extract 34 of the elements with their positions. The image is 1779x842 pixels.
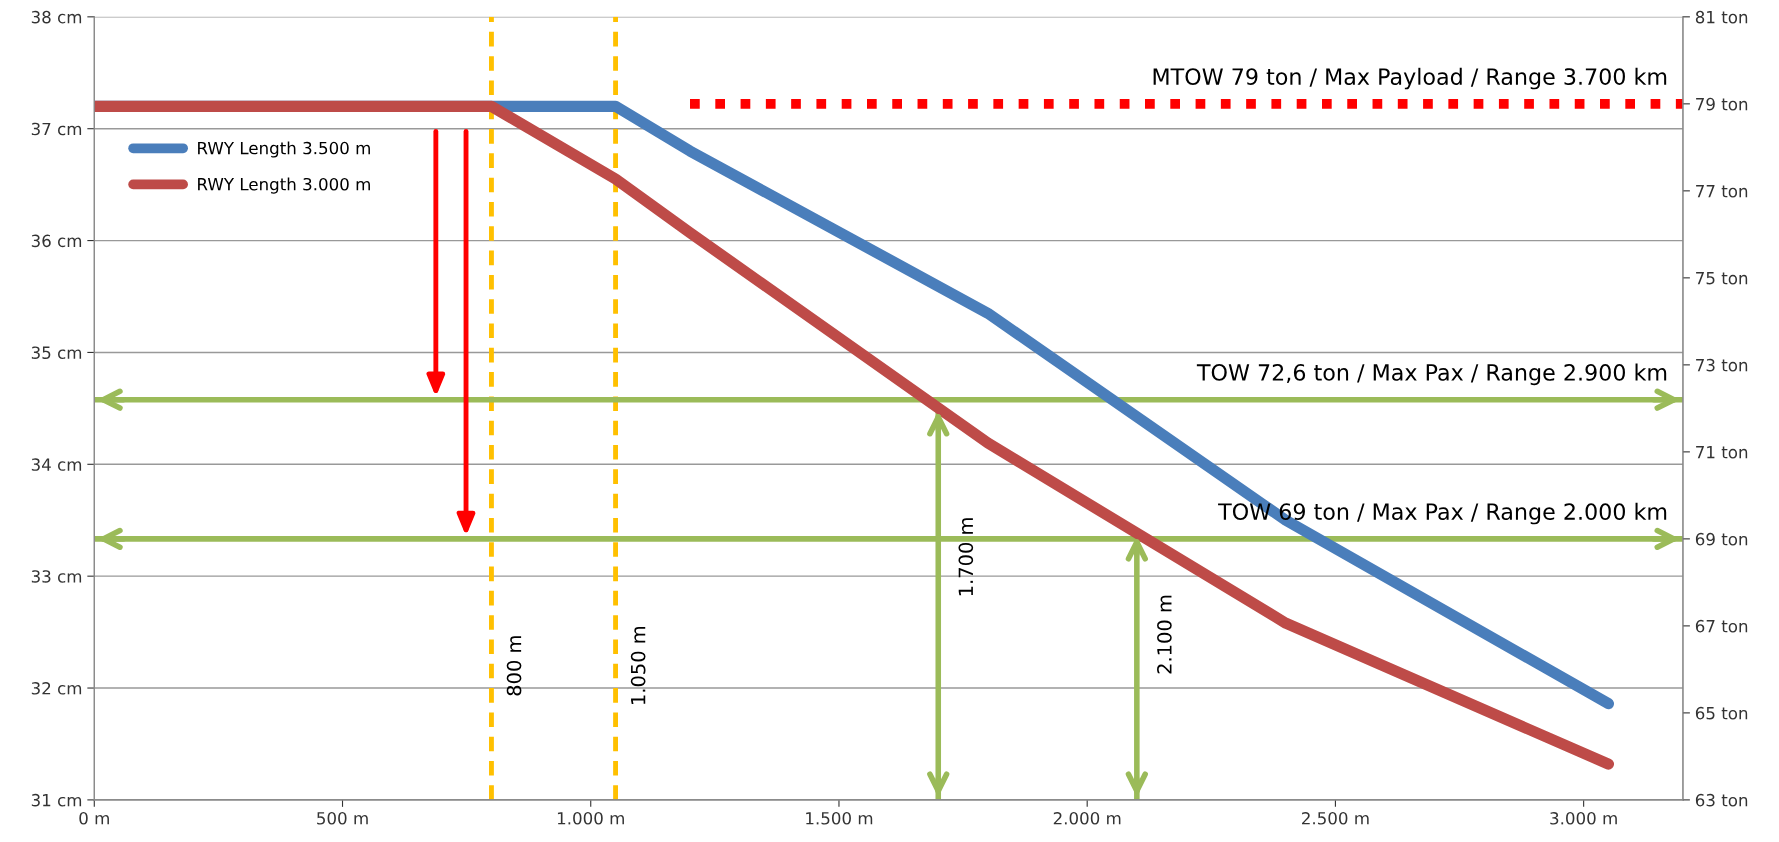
x-tick-label: 500 m (317, 812, 368, 825)
y2-tick-label: 81 ton (1695, 10, 1748, 24)
ref-line-label: 2.100 m (1157, 595, 1172, 674)
y-tick-label: 37 cm (31, 122, 82, 136)
x-tick-label: 1.000 m (557, 812, 624, 825)
y2-tick-label: 79 ton (1696, 97, 1748, 111)
x-tick-label: 2.500 m (1302, 812, 1369, 825)
y2-tick-label: 75 ton (1696, 272, 1748, 285)
ref-line-label: MTOW 79 ton / Max Payload / Range 3.700 km (1153, 67, 1667, 90)
y2-tick-label: 67 ton (1695, 619, 1748, 633)
x-tick-label: 1.500 m (806, 812, 873, 825)
y-tick-label: 36 cm (31, 234, 82, 248)
x-tick-label: 2.000 m (1053, 812, 1121, 825)
legend-label: RWY Length 3.000 m (198, 177, 370, 194)
y-tick-label: 35 cm (31, 346, 82, 360)
y-tick-label: 31 cm (31, 793, 82, 807)
ref-line-label: TOW 69 ton / Max Pax / Range 2.000 km (1218, 502, 1667, 525)
y2-tick-label: 71 ton (1696, 446, 1748, 459)
y2-tick-label: 65 ton (1695, 706, 1748, 720)
y-tick-label: 33 cm (31, 570, 82, 583)
legend-label: RWY Length 3.500 m (198, 141, 370, 158)
ref-line-label: 1.700 m (958, 518, 974, 596)
x-tick-label: 0 m (79, 812, 109, 825)
y2-tick-label: 63 ton (1695, 793, 1748, 807)
x-tick-label: 3.000 m (1550, 812, 1617, 825)
ref-line-label: 800 m (506, 636, 522, 696)
y2-tick-label: 69 ton (1695, 532, 1748, 546)
y-tick-label: 32 cm (31, 682, 82, 695)
y-tick-label: 34 cm (31, 458, 82, 471)
y-tick-label: 38 cm (31, 10, 82, 24)
y2-tick-label: 77 ton (1696, 185, 1748, 198)
ref-line-label: TOW 72,6 ton / Max Pax / Range 2.900 km (1196, 363, 1667, 386)
ref-line-label: 1.050 m (630, 626, 646, 704)
y2-tick-label: 73 ton (1696, 358, 1748, 372)
